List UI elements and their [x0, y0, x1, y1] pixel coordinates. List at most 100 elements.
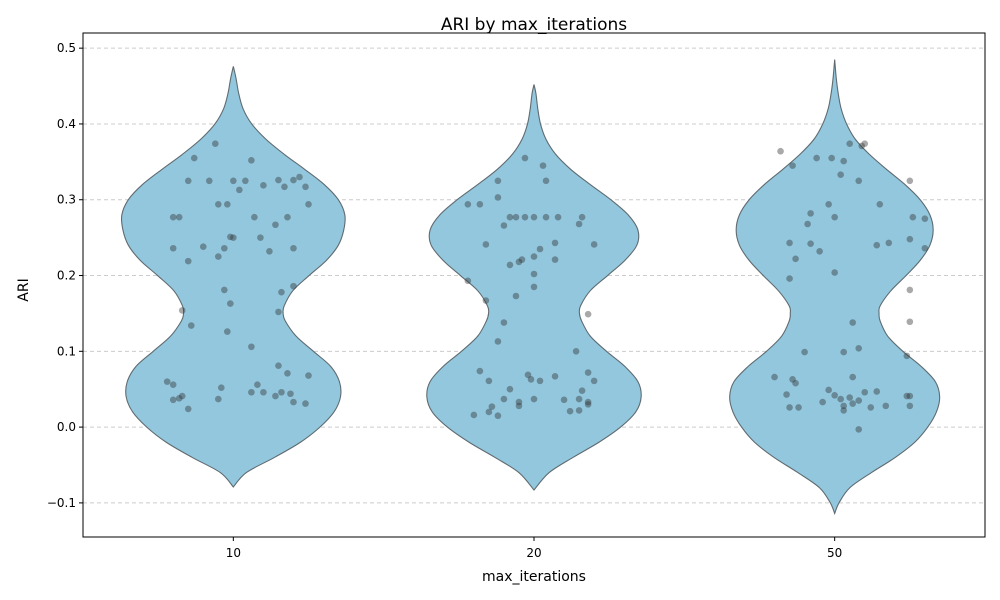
- data-point: [184, 257, 192, 265]
- data-point: [771, 373, 778, 381]
- data-point: [260, 388, 267, 396]
- data-point: [828, 154, 835, 162]
- data-point: [575, 220, 583, 228]
- data-point: [527, 376, 535, 383]
- data-point: [224, 200, 231, 208]
- data-point: [807, 210, 814, 217]
- violin-20: [426, 84, 642, 491]
- data-point: [485, 377, 493, 385]
- data-point: [476, 200, 484, 208]
- y-tick-label: 0.5: [57, 41, 76, 55]
- data-point: [530, 395, 538, 403]
- data-point: [804, 220, 811, 228]
- data-point: [849, 373, 857, 381]
- data-point: [221, 244, 228, 252]
- data-point: [275, 362, 282, 370]
- data-point: [566, 407, 574, 415]
- data-point: [485, 408, 493, 416]
- data-point: [789, 162, 796, 169]
- data-point: [494, 194, 502, 201]
- data-point: [807, 240, 814, 247]
- y-axis-label: ARI: [16, 278, 32, 301]
- data-point: [921, 215, 929, 222]
- data-point: [816, 247, 823, 255]
- data-point: [801, 348, 808, 356]
- data-point: [275, 308, 282, 316]
- data-point: [786, 404, 793, 411]
- data-point: [521, 213, 529, 221]
- data-point: [792, 255, 799, 263]
- data-point: [488, 403, 496, 410]
- data-point: [215, 253, 222, 260]
- data-point: [305, 200, 312, 208]
- data-point: [777, 147, 784, 155]
- data-point: [290, 176, 297, 184]
- data-point: [906, 177, 914, 185]
- data-point: [825, 200, 832, 208]
- data-point: [530, 213, 538, 221]
- data-point: [840, 348, 847, 356]
- x-tick-label: 20: [526, 546, 541, 560]
- data-point: [906, 392, 914, 400]
- data-point: [530, 270, 538, 278]
- data-point: [169, 244, 177, 252]
- data-point: [825, 386, 832, 394]
- data-point: [302, 400, 309, 407]
- data-point: [284, 369, 291, 377]
- data-point: [287, 390, 294, 398]
- x-tick-label: 50: [827, 546, 842, 560]
- data-point: [482, 241, 490, 248]
- data-point: [272, 392, 279, 400]
- x-axis: 10 20 50: [226, 537, 842, 560]
- data-point: [248, 157, 255, 164]
- data-point: [494, 338, 502, 345]
- data-point: [554, 213, 562, 221]
- data-point: [921, 244, 929, 252]
- y-tick-label: 0.0: [57, 420, 76, 434]
- y-tick-label: 0.4: [57, 117, 76, 131]
- data-point: [837, 171, 844, 179]
- data-point: [560, 396, 568, 404]
- data-point: [873, 241, 881, 249]
- data-point: [266, 247, 273, 255]
- data-point: [281, 183, 288, 191]
- data-point: [906, 235, 914, 243]
- data-point: [230, 234, 237, 241]
- data-point: [260, 182, 267, 189]
- data-point: [205, 177, 213, 185]
- y-tick-label: −0.1: [47, 496, 76, 510]
- data-point: [290, 282, 297, 290]
- data-point: [248, 343, 255, 351]
- data-point: [254, 381, 261, 388]
- data-point: [792, 379, 799, 387]
- data-points: [163, 140, 929, 433]
- data-point: [169, 396, 177, 404]
- data-point: [464, 200, 472, 208]
- data-point: [783, 391, 790, 398]
- data-point: [230, 177, 237, 185]
- data-point: [819, 398, 826, 406]
- data-point: [846, 140, 853, 147]
- data-point: [578, 213, 586, 221]
- data-point: [178, 307, 186, 314]
- chart-title: ARI by max_iterations: [441, 15, 627, 35]
- data-point: [858, 142, 866, 150]
- data-point: [840, 402, 847, 410]
- data-point: [542, 177, 550, 185]
- data-point: [867, 404, 875, 411]
- data-point: [302, 183, 309, 191]
- data-point: [305, 372, 312, 379]
- data-point: [906, 402, 914, 410]
- data-point: [178, 392, 186, 400]
- data-point: [909, 213, 917, 221]
- data-point: [840, 407, 847, 414]
- data-point: [789, 376, 796, 383]
- data-point: [885, 239, 893, 247]
- data-point: [284, 213, 291, 221]
- data-point: [221, 286, 228, 294]
- data-point: [482, 297, 490, 304]
- data-point: [584, 398, 592, 406]
- data-point: [551, 256, 559, 263]
- data-point: [575, 407, 583, 414]
- data-point: [584, 401, 592, 408]
